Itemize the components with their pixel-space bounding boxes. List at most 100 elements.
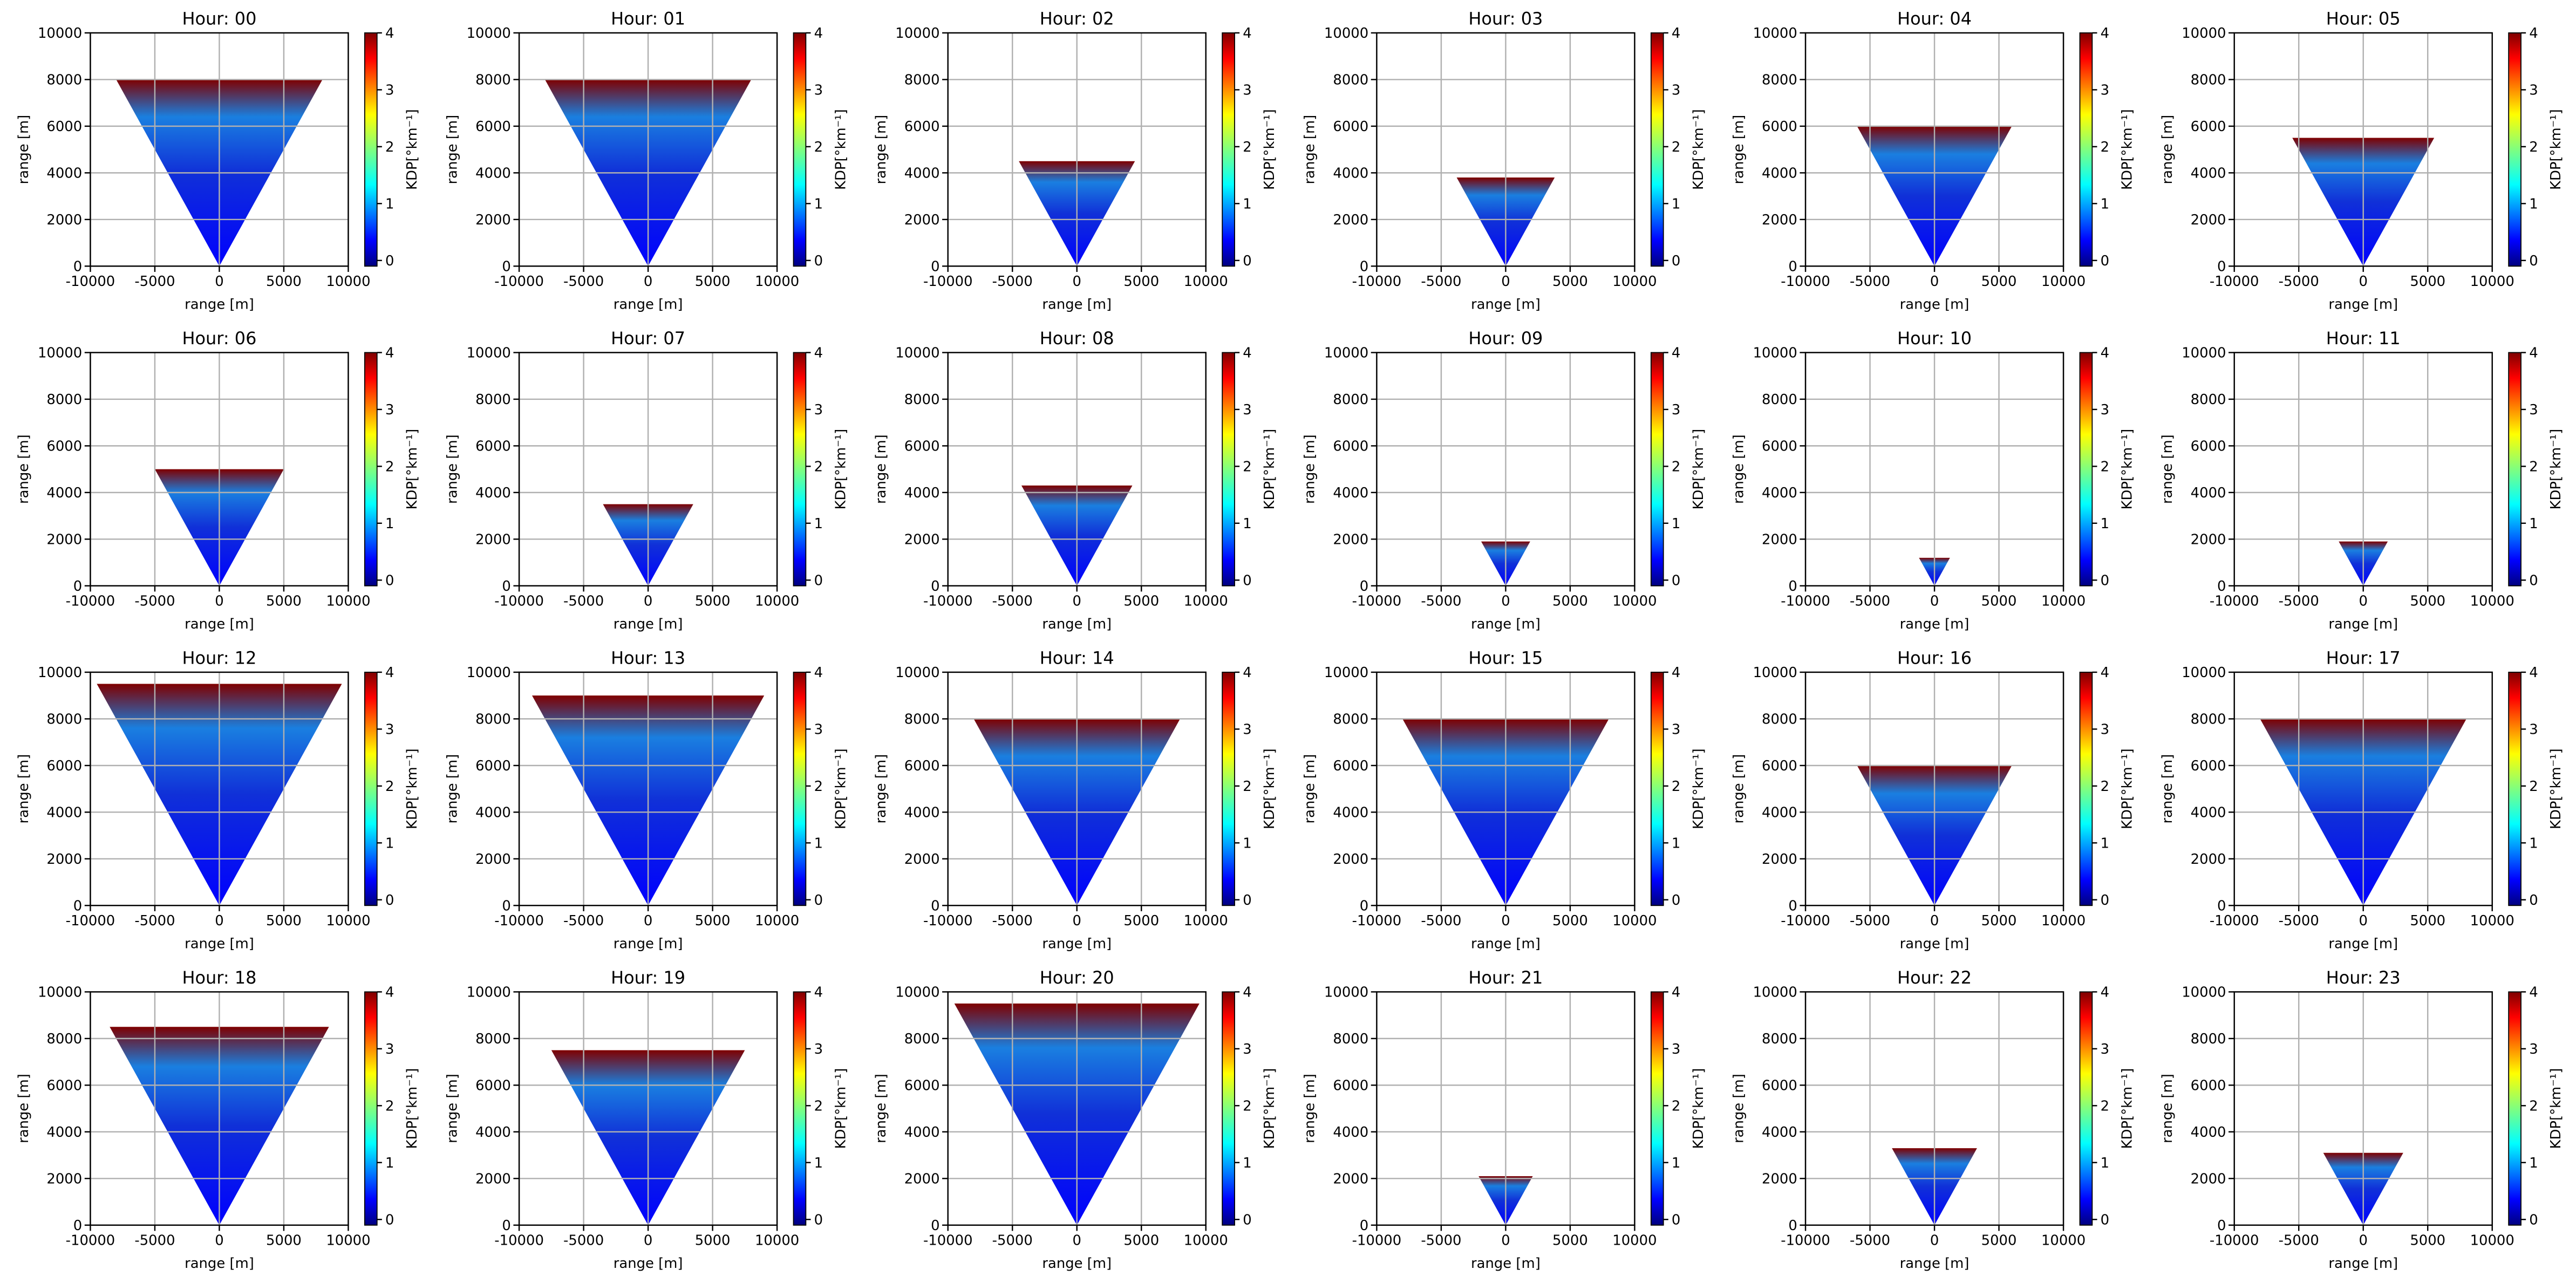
y-tick-label: 0: [502, 1218, 510, 1234]
y-tick-label: 10000: [467, 25, 511, 42]
x-tick-label: -5000: [992, 593, 1033, 609]
y-axis-label: range [m]: [1302, 1074, 1318, 1143]
y-tick-label: 4000: [46, 485, 82, 501]
x-axis-label: range [m]: [614, 296, 683, 312]
subplot: -10000 -5000 0 5000 100000200040006000800010…: [1730, 967, 2135, 1272]
x-tick-label: 0: [1930, 913, 1939, 929]
y-tick-label: 0: [1360, 578, 1368, 595]
plot-frame: [90, 671, 349, 906]
y-tick-label: 10000: [1753, 665, 1797, 681]
colorbar-tick-label: 3: [1243, 83, 1251, 99]
subplot-title: Hour: 22: [1897, 967, 1972, 988]
y-tick-label: 0: [1360, 898, 1368, 914]
colorbar-tick-label: 2: [385, 139, 394, 155]
x-tick-label: 5000: [695, 913, 731, 929]
x-tick-label: 10000: [1612, 593, 1657, 609]
colorbar-tick-label: 3: [1672, 722, 1680, 738]
x-tick-label: 0: [2359, 913, 2367, 929]
x-axis-label: range [m]: [1471, 296, 1541, 312]
x-axis-label: range [m]: [1471, 616, 1541, 632]
subplot: -10000 -5000 0 5000 100000200040006000800010…: [16, 328, 420, 632]
y-tick-label: 10000: [2182, 985, 2226, 1001]
y-tick-label: 4000: [2191, 804, 2226, 821]
colorbar-tick-label: 1: [2529, 1155, 2538, 1171]
colorbar-label: KDP[°km⁻¹]: [2548, 1068, 2564, 1149]
y-tick-label: 4000: [2191, 1124, 2226, 1141]
y-tick-label: 2000: [475, 212, 511, 228]
colorbar-tick-label: 1: [2101, 516, 2109, 532]
colorbar-tick-label: 2: [2101, 139, 2109, 155]
subplot-title: Hour: 17: [2326, 648, 2401, 668]
x-axis-label: range [m]: [185, 296, 254, 312]
x-tick-label: -10000: [494, 274, 544, 290]
colorbar-tick-label: 0: [385, 253, 394, 269]
colorbar-tick-label: 0: [2101, 572, 2109, 589]
colorbar-tick-label: 1: [385, 835, 394, 851]
y-tick-label: 2000: [475, 851, 511, 868]
colorbar: [1650, 672, 1664, 906]
y-tick-label: 6000: [2191, 758, 2226, 774]
y-tick-label: 6000: [1333, 758, 1368, 774]
x-tick-label: -10000: [2210, 1232, 2259, 1248]
colorbar-tick-label: 4: [2529, 665, 2538, 681]
y-tick-label: 8000: [46, 72, 82, 88]
colorbar-tick-label: 3: [385, 1041, 394, 1057]
x-axis-label: range [m]: [1900, 616, 1970, 632]
x-tick-label: 10000: [2041, 274, 2086, 290]
colorbar-label: KDP[°km⁻¹]: [2119, 429, 2135, 510]
colorbar-label: KDP[°km⁻¹]: [833, 109, 849, 190]
subplot-title: Hour: 06: [182, 328, 256, 349]
x-tick-label: 5000: [1123, 593, 1159, 609]
y-tick-label: 10000: [38, 25, 82, 42]
y-axis-label: range [m]: [873, 115, 889, 185]
x-tick-label: 5000: [1552, 274, 1588, 290]
y-axis-label: range [m]: [2159, 434, 2176, 504]
colorbar-tick-label: 0: [2101, 892, 2109, 909]
colorbar-tick-label: 0: [1672, 1212, 1680, 1228]
colorbar-tick-label: 0: [1243, 1212, 1251, 1228]
y-tick-label: 6000: [475, 758, 511, 774]
x-tick-label: -10000: [923, 274, 973, 290]
x-tick-label: -5000: [2279, 913, 2319, 929]
x-axis-label: range [m]: [1900, 936, 1970, 952]
colorbar-tick-label: 3: [814, 1041, 823, 1057]
y-tick-label: 10000: [467, 665, 511, 681]
x-tick-label: 10000: [1184, 913, 1228, 929]
colorbar-tick-label: 0: [385, 1212, 394, 1228]
colorbar-tick-label: 2: [1243, 459, 1251, 475]
y-tick-label: 6000: [475, 119, 511, 135]
x-tick-label: 10000: [755, 913, 799, 929]
colorbar-tick-label: 2: [814, 459, 823, 475]
colorbar-tick-label: 2: [385, 1098, 394, 1114]
colorbar-tick-label: 4: [385, 25, 394, 42]
subplot: -10000 -5000 0 5000 100000200040006000800010…: [1302, 9, 1707, 313]
subplot: -10000 -5000 0 5000 100000200040006000800010…: [2159, 648, 2564, 952]
y-tick-label: 2000: [904, 851, 940, 868]
subplot-title: Hour: 02: [1040, 9, 1114, 29]
colorbar-tick-label: 4: [814, 665, 823, 681]
colorbar-tick-label: 0: [2529, 253, 2538, 269]
y-tick-label: 4000: [1762, 1124, 1797, 1141]
y-tick-label: 2000: [1333, 531, 1368, 548]
colorbar-tick-label: 1: [814, 835, 823, 851]
y-axis-label: range [m]: [1730, 434, 1747, 504]
colorbar-label: KDP[°km⁻¹]: [1262, 748, 1278, 829]
colorbar-tick-label: 1: [385, 516, 394, 532]
colorbar-tick-label: 0: [814, 572, 823, 589]
y-tick-label: 4000: [904, 804, 940, 821]
colorbar-tick-label: 2: [2529, 779, 2538, 795]
colorbar-tick-label: 3: [2101, 402, 2109, 418]
colorbar-tick-label: 2: [814, 139, 823, 155]
colorbar-tick-label: 1: [814, 516, 823, 532]
colorbar: [2508, 672, 2522, 906]
y-tick-label: 0: [2217, 1218, 2226, 1234]
colorbar-tick-label: 2: [2101, 1098, 2109, 1114]
colorbar-tick-label: 2: [1672, 459, 1680, 475]
x-axis-label: range [m]: [2328, 936, 2398, 952]
colorbar-tick-label: 3: [2529, 722, 2538, 738]
x-tick-label: -5000: [1421, 913, 1461, 929]
x-tick-label: -10000: [1352, 274, 1402, 290]
y-axis-label: range [m]: [873, 1074, 889, 1143]
y-tick-label: 4000: [1333, 1124, 1368, 1141]
x-tick-label: 10000: [2470, 274, 2514, 290]
